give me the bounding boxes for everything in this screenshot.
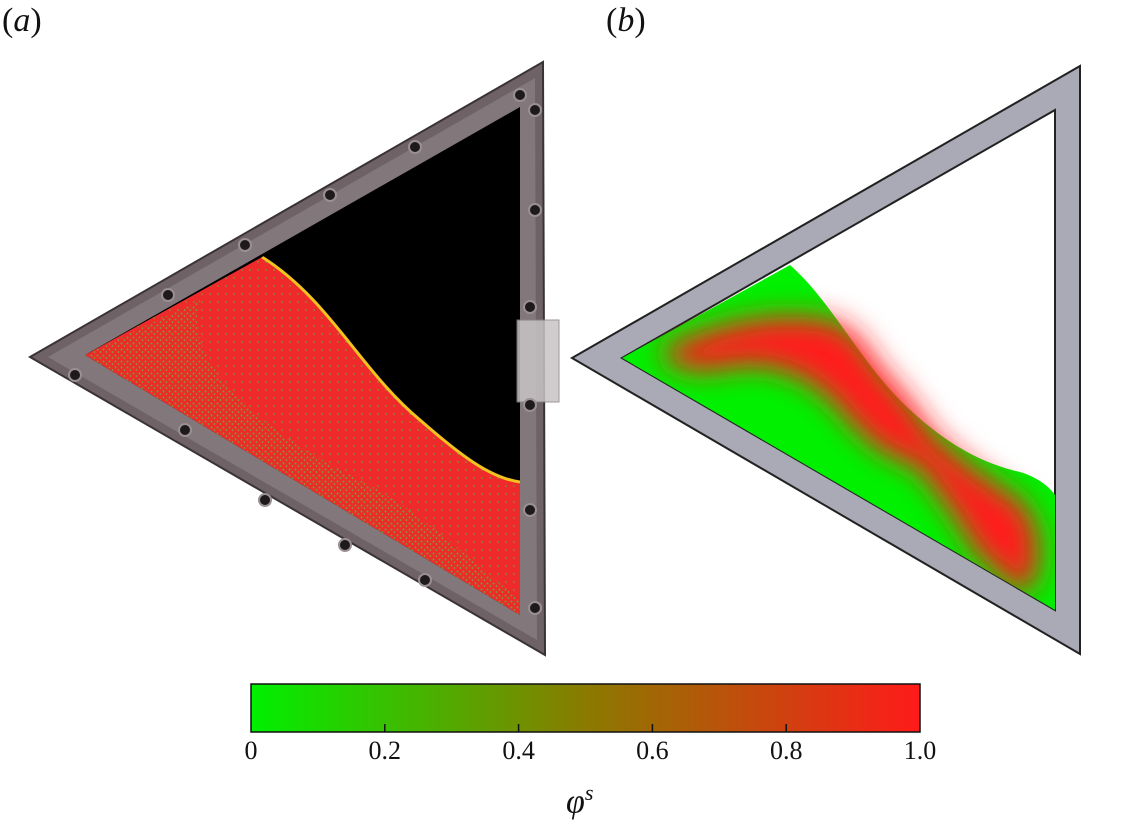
colorbar-tick-label: 0.6 [636, 736, 669, 765]
panel-a-photo [27, 60, 560, 657]
panel-label-a: (a) [2, 2, 42, 39]
colorbar-tick-label: 0.2 [368, 736, 402, 765]
panel-b-concentration-field [622, 265, 1055, 610]
colorbar-tick-label: 1.0 [903, 736, 937, 765]
panel-a-side-clamp [516, 319, 560, 403]
colorbar-ticks [384, 724, 787, 732]
panel-b-simulation [570, 64, 1081, 656]
colorbar-title: φs [566, 780, 594, 821]
panel-a-granular-bed [85, 255, 520, 615]
colorbar-gradient [250, 683, 921, 733]
colorbar-tick-label: 0 [244, 736, 258, 765]
colorbar-tick-label: 0.4 [502, 736, 535, 765]
panel-label-b: (b) [606, 2, 646, 39]
colorbar-tick-label: 0.8 [769, 736, 803, 765]
panel-a-bolts [68, 88, 542, 615]
colorbar [250, 683, 921, 733]
